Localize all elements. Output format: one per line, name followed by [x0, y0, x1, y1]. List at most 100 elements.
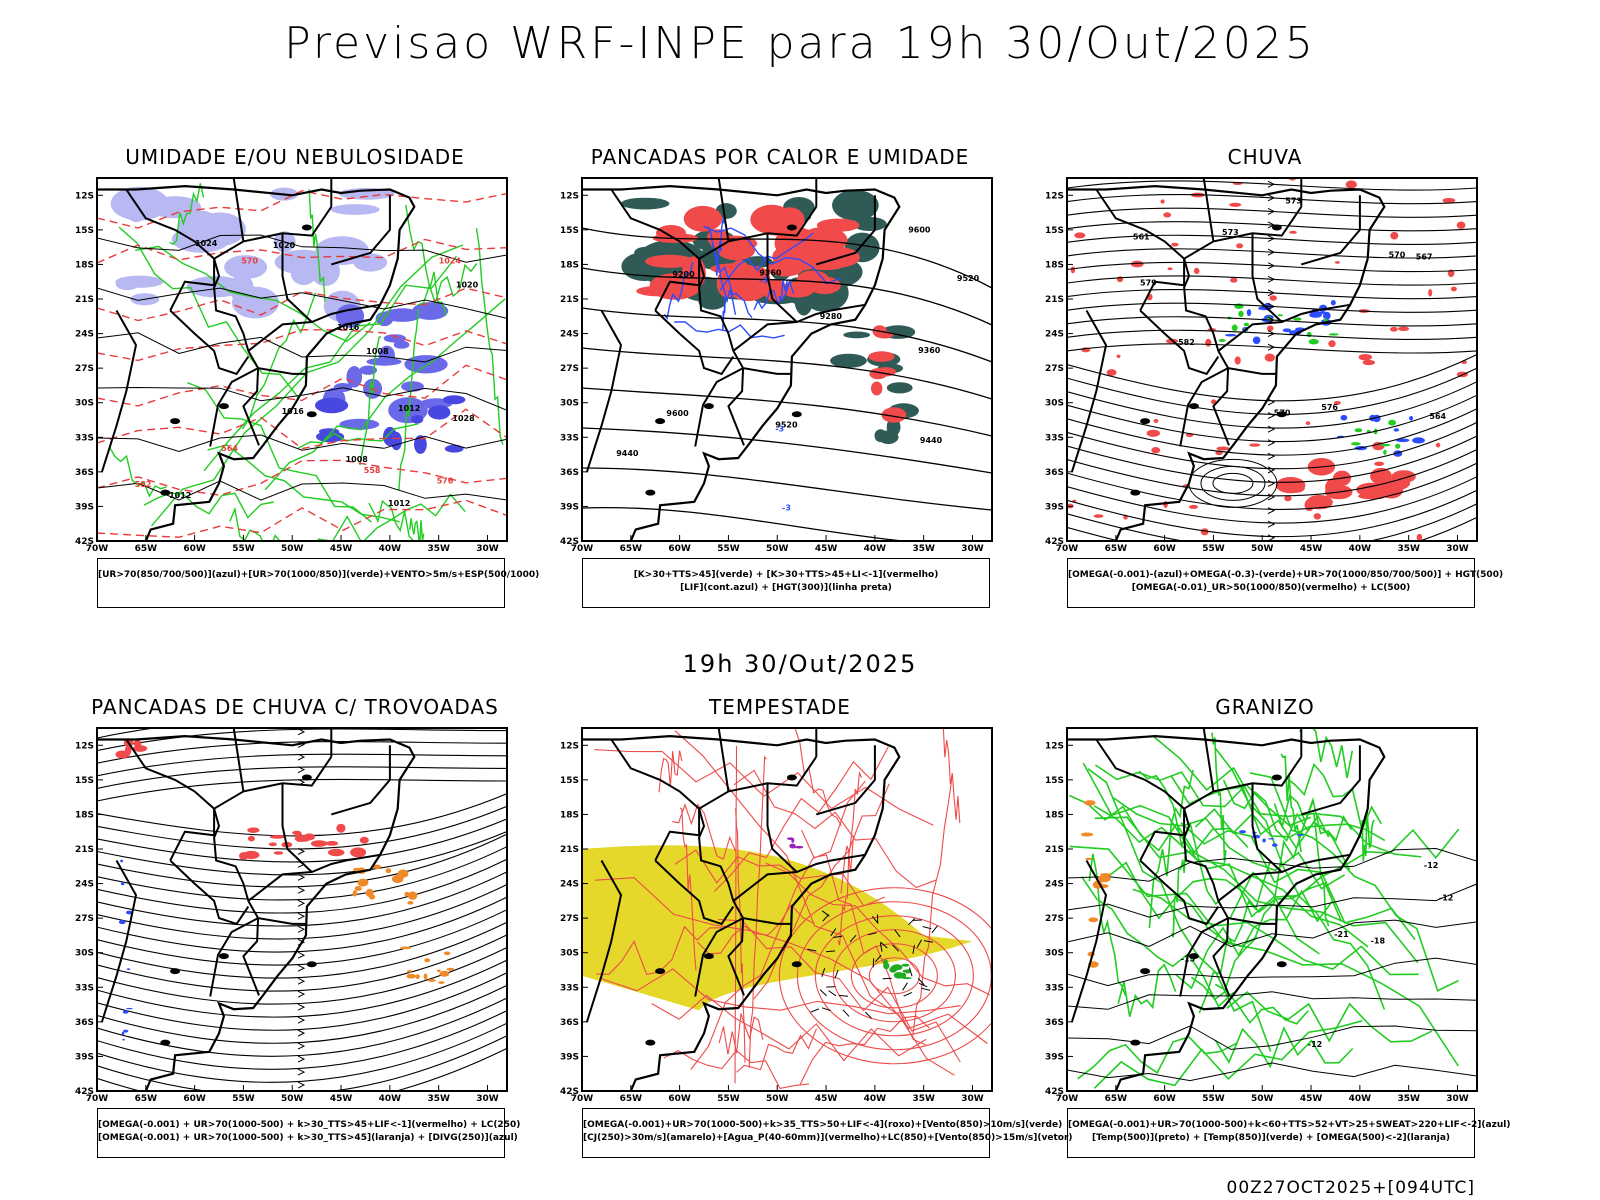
lon-label: 45W — [815, 544, 838, 554]
wind-vector — [838, 994, 849, 997]
lat-label: 39S — [1045, 502, 1064, 512]
field-blob — [122, 1010, 129, 1014]
stream-arrow — [297, 1055, 306, 1063]
contour-label: 1012 — [398, 404, 420, 413]
field-blob — [1328, 333, 1339, 336]
field-blob — [1231, 324, 1238, 332]
field-blob — [325, 841, 339, 846]
border — [654, 859, 735, 926]
lat-label: 18S — [75, 260, 94, 270]
contour — [718, 918, 961, 1063]
field-blob — [1085, 857, 1092, 861]
field-blob — [1200, 528, 1209, 536]
legend-line: [OMEGA(-0.01)_UR>50(1000/850)(vermelho) … — [1131, 583, 1411, 593]
field-blob — [273, 851, 284, 855]
field-blob — [190, 222, 222, 247]
contour — [297, 423, 419, 449]
stream-arrow — [297, 1042, 306, 1050]
lon-label: 40W — [379, 544, 402, 554]
contour-label: -12 — [1439, 894, 1453, 903]
lat-label: 24S — [560, 880, 579, 890]
streamline — [97, 1047, 507, 1091]
contour-label: 9600 — [908, 226, 931, 235]
lake — [1130, 489, 1141, 496]
lake — [1271, 224, 1282, 231]
border — [1070, 860, 1108, 1023]
field-blob — [1116, 354, 1121, 358]
lat-label: 36S — [75, 1018, 94, 1028]
contour — [207, 444, 400, 523]
lake — [1188, 953, 1199, 960]
border — [1301, 195, 1361, 266]
field-blob — [404, 355, 448, 374]
streamline — [97, 741, 507, 764]
contour — [97, 408, 507, 450]
contour — [1280, 753, 1302, 853]
field-blob — [1416, 533, 1423, 541]
contour — [1069, 794, 1249, 854]
contour — [1194, 808, 1386, 842]
contour — [582, 467, 992, 511]
field-blob — [791, 838, 795, 843]
lat-label: 27S — [75, 914, 94, 924]
contour — [582, 427, 992, 474]
panel-trovoadas: PANCADAS DE CHUVA C/ TROVOADAS 12S 15S 18S… — [55, 695, 535, 1165]
contour — [203, 255, 457, 472]
contour — [97, 189, 507, 229]
field-blob — [121, 881, 125, 886]
lake — [1140, 418, 1151, 425]
contour — [868, 957, 920, 995]
contour — [1067, 919, 1477, 948]
field-blob — [339, 418, 380, 430]
field-blob — [121, 1031, 125, 1036]
stream-arrow — [297, 951, 306, 959]
contour-label: 582 — [135, 480, 152, 489]
wind-vector — [826, 950, 836, 953]
lat-label: 33S — [1045, 983, 1064, 993]
contour — [690, 780, 866, 1070]
contour-label: 564 — [221, 444, 238, 453]
lat-label: 12S — [75, 741, 94, 751]
stream-arrow — [297, 912, 306, 920]
border — [1315, 303, 1351, 312]
field-blob — [1264, 353, 1275, 362]
wind-vector — [912, 944, 915, 954]
stream-arrow — [297, 741, 306, 748]
field-blob — [124, 745, 132, 755]
lat-label: 18S — [560, 810, 579, 820]
contour — [1132, 888, 1419, 976]
contour — [108, 446, 167, 498]
contour — [229, 506, 281, 541]
lat-label: 15S — [75, 226, 94, 236]
field-blob — [126, 910, 133, 915]
contour — [832, 929, 956, 1023]
field-blob — [126, 1007, 133, 1010]
stream-arrow — [297, 1003, 306, 1011]
lake — [703, 403, 714, 410]
field-blob — [411, 415, 424, 424]
contour — [118, 226, 299, 398]
lat-label: 24S — [1045, 330, 1064, 340]
border — [169, 258, 216, 311]
border — [209, 917, 259, 997]
field-blob — [901, 977, 912, 980]
field-blob — [1435, 442, 1441, 448]
stream-arrow — [297, 1068, 306, 1076]
streamline — [97, 871, 507, 927]
lat-label: 36S — [75, 468, 94, 478]
lon-label: 60W — [183, 1094, 206, 1104]
field-blob — [830, 353, 867, 368]
field-blob — [852, 217, 887, 231]
contour-label: 9200 — [672, 270, 695, 279]
lake — [170, 418, 181, 425]
wind-vector — [871, 915, 879, 924]
border — [125, 738, 250, 902]
contour — [840, 770, 863, 894]
lat-label: 33S — [1045, 433, 1064, 443]
border — [232, 728, 245, 792]
lat-label: 30S — [75, 399, 94, 409]
field-blob — [1330, 300, 1336, 306]
contour — [1067, 991, 1477, 1010]
field-blob — [1323, 311, 1331, 320]
stream-arrow — [1267, 520, 1276, 528]
